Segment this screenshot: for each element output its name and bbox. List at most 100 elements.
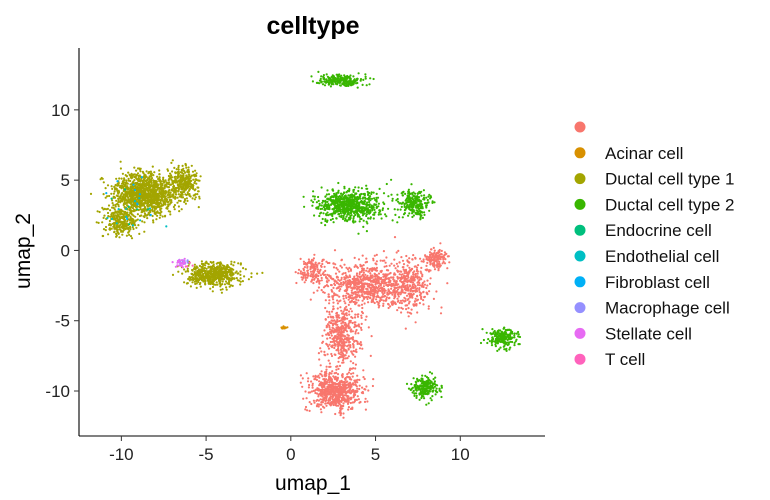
data-point [415,304,418,307]
data-point [367,295,370,298]
data-point [340,334,343,337]
data-point [300,276,303,279]
data-point [361,287,364,291]
data-point [184,202,187,205]
data-point [324,397,327,400]
data-point [182,175,185,179]
data-point [398,276,401,279]
data-point [369,77,372,80]
data-point [143,177,146,180]
data-point [319,347,322,350]
data-point [181,164,184,167]
data-point [327,274,331,277]
data-point [352,382,355,385]
data-point [156,214,159,217]
data-point [118,177,121,180]
data-point [331,74,334,77]
data-point [399,270,402,273]
data-point [351,407,354,410]
data-point [127,171,130,174]
data-point [129,202,133,205]
data-point [333,346,336,350]
data-point [210,261,213,264]
data-point [340,347,344,350]
data-point [158,194,161,197]
data-point [424,254,427,257]
data-point [301,385,304,388]
data-point [383,265,386,268]
data-point [143,221,146,224]
data-point [314,376,317,379]
data-point [126,182,129,185]
data-point [426,284,429,287]
data-point [393,280,396,283]
data-point [131,200,134,203]
data-point [311,384,314,387]
data-point [435,259,438,262]
data-point [356,77,359,80]
data-point [322,76,326,80]
data-point [187,178,190,181]
data-point [387,303,390,306]
data-point [146,193,150,196]
data-point [118,210,121,213]
data-point [407,297,410,300]
data-point [102,216,105,219]
data-point [353,265,356,268]
data-point [105,208,108,211]
data-point [171,195,174,198]
data-point [356,374,359,377]
data-point [351,294,354,297]
data-point [178,210,181,213]
data-point [363,302,366,305]
data-point [327,386,331,389]
data-point [191,268,194,272]
data-point [402,274,406,277]
data-point [418,281,421,285]
data-point [345,312,348,315]
data-point [385,256,388,259]
data-point [349,294,352,297]
data-point [329,365,332,368]
data-point [392,291,395,294]
data-point [336,395,339,398]
data-point [158,177,161,180]
data-point [342,347,345,350]
data-point [331,385,334,388]
data-point [200,260,203,263]
data-point [113,224,116,227]
data-point [173,208,176,211]
data-point [177,176,180,179]
data-point [414,284,417,288]
data-point [408,292,411,295]
data-point [173,166,176,169]
data-point [115,177,118,180]
data-point [340,309,343,312]
data-point [108,219,111,223]
data-point [435,264,438,267]
data-point [113,231,116,234]
data-point [332,305,335,308]
data-point [373,293,376,296]
data-point [307,391,310,394]
data-point [328,362,331,365]
data-point [343,377,347,380]
data-point [335,397,338,400]
data-point [307,261,310,264]
data-point [188,173,191,176]
data-point [303,262,306,266]
data-point [155,218,158,221]
data-point [117,200,120,203]
data-point [308,401,311,404]
data-point [421,275,424,278]
data-point [344,400,347,403]
data-point [306,269,309,272]
data-point [332,83,335,86]
data-point [330,81,333,84]
data-point [372,290,375,293]
data-point [168,203,171,206]
data-point [322,74,325,77]
data-point [190,179,193,182]
data-point [320,276,323,280]
data-point [219,264,222,267]
